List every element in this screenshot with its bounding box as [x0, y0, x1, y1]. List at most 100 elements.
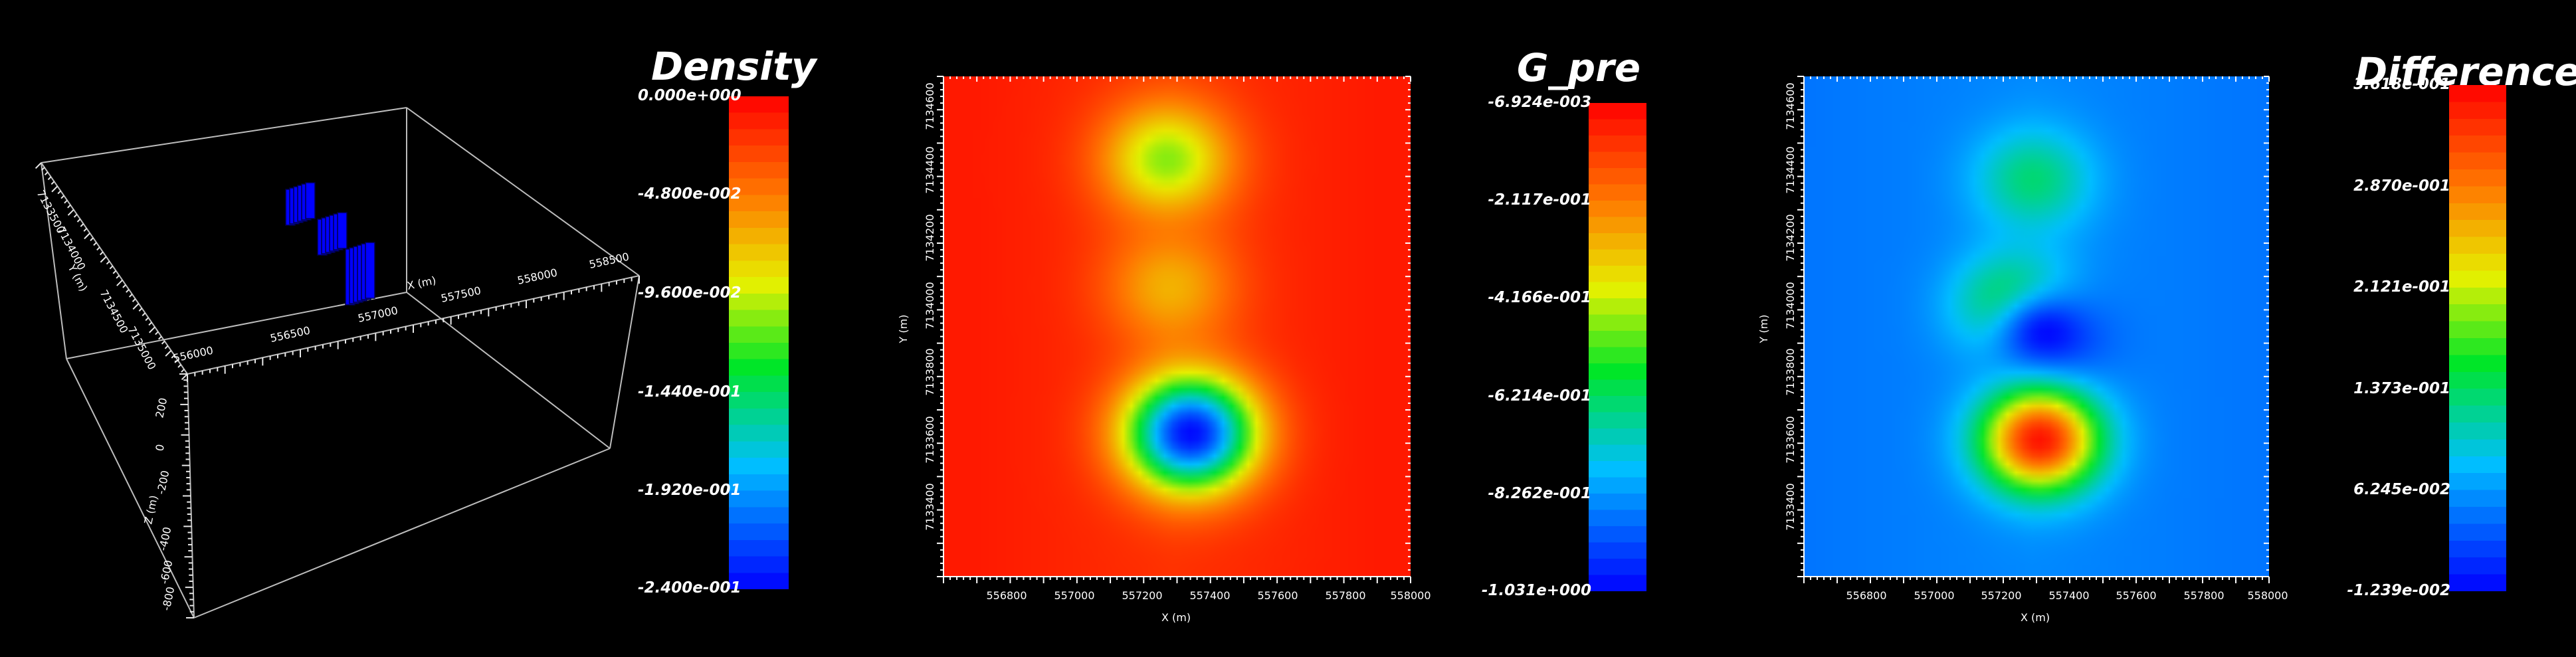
colorbar-tick: -6.924e-003 [1488, 94, 1591, 111]
box-edge [609, 275, 640, 449]
y-tick-mark-3d [106, 260, 110, 265]
box-edge [41, 162, 67, 359]
y-tick-mark-3d [93, 242, 97, 246]
y-tick-label: 7134200 [1784, 214, 1797, 261]
colorbar-g-pre [1589, 103, 1646, 591]
g-pre-heatmap [943, 76, 1411, 577]
y-tick-label: 7134200 [924, 214, 936, 261]
box-edge [406, 107, 640, 276]
y-tick-mark-3d [132, 303, 140, 310]
y-tick-mark-3d [109, 265, 114, 270]
box-edge [193, 448, 611, 618]
y-tick-mark-3d [60, 195, 64, 199]
colorbar-tick: -4.166e-001 [1488, 289, 1591, 306]
y-tick-mark-3d [73, 214, 78, 218]
colorbar-title-g-pre: G_pre [1517, 45, 1641, 90]
colorbar-tick: -4.800e-002 [638, 185, 742, 203]
y-tick-mark-3d [47, 176, 52, 181]
y-tick-mark-3d [145, 317, 149, 322]
colorbar-tick: -2.117e-001 [1488, 191, 1591, 209]
density-body-prism [305, 182, 316, 219]
y-tick-label: 7133800 [924, 348, 936, 395]
x-axis-label-3d: X (m) [406, 274, 437, 292]
y-tick-label: 7134400 [1784, 146, 1797, 193]
y-tick-mark-3d [138, 308, 143, 312]
x-tick-label: 557600 [2116, 589, 2156, 602]
y-tick-mark-3d [148, 322, 152, 326]
y-tick-mark-3d [116, 274, 120, 279]
bounding-box [41, 107, 640, 618]
y-tick-mark-3d [157, 335, 162, 340]
colorbar-tick: 6.245e-002 [2353, 481, 2450, 498]
y-tick-mark-3d [171, 355, 175, 359]
y-tick-mark-3d [116, 279, 123, 286]
z-tick-label-3d: -200 [154, 469, 171, 495]
colorbar-tick: -9.600e-002 [638, 284, 742, 302]
y-tick-label: 7134000 [924, 282, 936, 329]
colorbar-tick: 0.000e+000 [638, 87, 742, 104]
y-tick-label-3d: 7135000 [125, 324, 158, 372]
y-tick-label: 7134400 [924, 146, 936, 193]
y-tick-mark-3d [44, 171, 49, 176]
y-tick-mark-3d [149, 326, 155, 333]
z-tick-label-3d: -600 [157, 559, 175, 585]
y-tick-mark-3d [67, 209, 74, 216]
x-axis-label: X (m) [1161, 611, 1191, 624]
y-tick-mark-3d [181, 373, 188, 381]
y-tick-label: 7133800 [1784, 348, 1797, 395]
y-axis-label: Y (m) [1757, 315, 1770, 344]
x-tick-label: 556800 [1846, 589, 1886, 602]
y-tick-mark-3d [57, 190, 62, 195]
colorbar-tick: -6.214e-001 [1488, 387, 1591, 405]
y-tick-mark-3d [96, 246, 100, 251]
y-tick-mark-3d [126, 289, 130, 293]
box-edge [41, 162, 188, 375]
g-pre-axes: 556800 557000 557200 557400 557600 55780… [897, 76, 1431, 624]
y-tick-label: 7133600 [1784, 416, 1797, 463]
y-tick-mark-3d [132, 298, 136, 302]
x-tick-label: 557200 [1122, 589, 1162, 602]
y-tick-mark-3d [35, 162, 42, 169]
y-tick-label: 7133400 [1784, 483, 1797, 530]
box-edge [41, 107, 407, 163]
x-tick-label-3d: 556500 [269, 324, 312, 345]
difference-heatmap [1804, 76, 2269, 577]
x-tick-label: 558000 [1390, 589, 1431, 602]
x-axis-label: X (m) [2021, 611, 2050, 624]
x-tick-label: 557200 [1981, 589, 2021, 602]
x-tick-label: 557000 [1914, 589, 1954, 602]
y-tick-mark-3d [174, 359, 179, 363]
box-edge [406, 292, 611, 449]
y-tick-mark-3d [128, 294, 133, 298]
density-3d-view: 556000 556500 557000 557500 558000 55850… [34, 107, 640, 618]
colorbar-tick: -8.262e-001 [1488, 485, 1591, 502]
difference-axes: 556800 557000 557200 557400 557600 55780… [1757, 76, 2288, 624]
colorbar-tick: 2.121e-001 [2353, 278, 2450, 296]
z-tick-label-3d: -400 [156, 525, 173, 551]
y-tick-mark-3d [90, 237, 94, 241]
y-tick-label: 7133600 [924, 416, 936, 463]
y-tick-mark-3d [83, 228, 88, 232]
colorbar-tick: -2.400e-001 [638, 579, 742, 597]
colorbar-tick: 3.618e-001 [2353, 76, 2450, 93]
y-tick-mark-3d [155, 331, 159, 335]
box-edge [66, 358, 195, 618]
z-tick-label-3d: 0 [153, 443, 167, 452]
y-tick-mark-3d [84, 233, 91, 240]
y-tick-mark-3d [67, 204, 71, 209]
y-tick-mark-3d [181, 369, 185, 373]
y-tick-mark-3d [161, 340, 165, 345]
z-tick-label-3d: 200 [153, 397, 169, 419]
y-tick-label: 7133400 [924, 483, 936, 530]
y-tick-mark-3d [165, 349, 172, 357]
y-tick-mark-3d [76, 219, 81, 223]
colorbar-title-density: Density [651, 44, 817, 89]
colorbar-tick: -1.920e-001 [638, 482, 742, 499]
colorbar-tick: -1.239e-002 [2347, 582, 2450, 599]
colorbar-tick: 2.870e-001 [2353, 177, 2450, 195]
y-tick-mark-3d [142, 312, 146, 317]
x-tick-label-3d: 557000 [357, 304, 399, 325]
colorbar-tick: -1.031e+000 [1481, 582, 1591, 599]
x-tick-label-3d: 557500 [440, 284, 482, 305]
y-tick-mark-3d [99, 251, 104, 256]
